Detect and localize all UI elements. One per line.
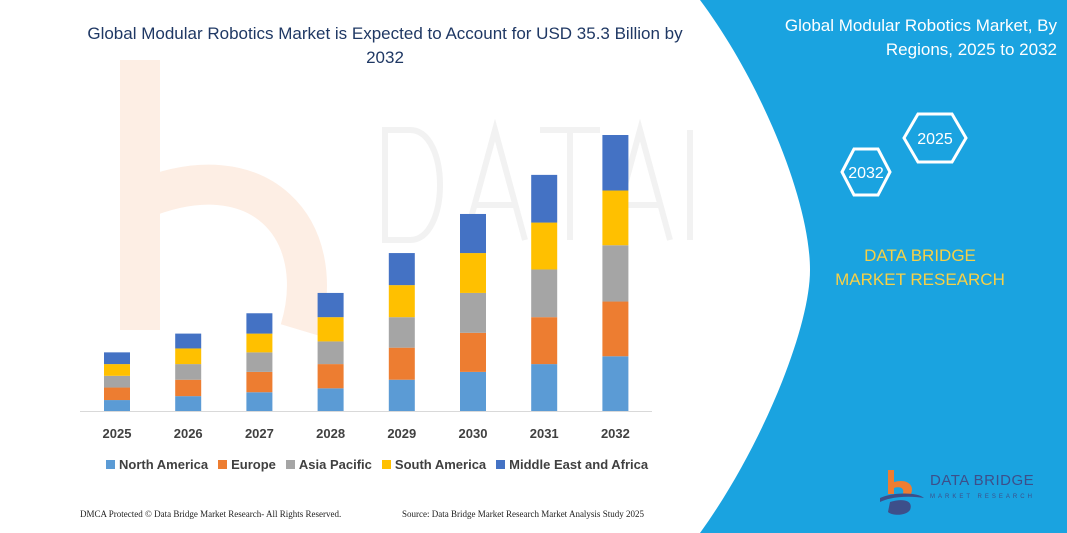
legend-swatch [381, 460, 391, 469]
bar-segment-2032-middle-east-and-africa [602, 135, 629, 191]
bar-segment-2032-europe [602, 301, 629, 357]
bar-segment-2030-europe [460, 332, 486, 372]
bar-segment-2032-asia-pacific [602, 245, 629, 302]
bar-segment-2028-south-america [317, 317, 344, 342]
legend-swatch [496, 460, 506, 469]
bar-segment-2032-south-america [602, 190, 629, 246]
legend-item: South America [381, 457, 487, 472]
bar-segment-2028-asia-pacific [317, 341, 344, 365]
bar-segment-2026-asia-pacific [175, 364, 202, 380]
x-tick-label: 2027 [245, 426, 274, 441]
bar-segment-2025-north-america [104, 400, 130, 411]
bar-segment-2029-north-america [388, 379, 415, 411]
legend-item: Europe [218, 457, 276, 472]
bar-segment-2031-asia-pacific [531, 269, 558, 318]
bar-segment-2026-middle-east-and-africa [175, 333, 202, 349]
footer-copyright: DMCA Protected © Data Bridge Market Rese… [80, 509, 342, 519]
x-tick-label: 2026 [174, 426, 203, 441]
hexagon-2032 [840, 147, 892, 197]
brand-text: DATA BRIDGE MARKET RESEARCH [835, 246, 1005, 289]
bar-segment-2029-south-america [388, 285, 415, 318]
x-tick-label: 2029 [387, 426, 416, 441]
bar-segment-2025-asia-pacific [104, 375, 130, 388]
bar-segment-2030-north-america [460, 371, 486, 411]
panel-background [700, 0, 1067, 533]
hexagon-2025 [902, 112, 968, 164]
bar-segment-2028-europe [317, 364, 344, 389]
legend-item: North America [106, 457, 208, 472]
bar-segment-2027-south-america [246, 333, 273, 353]
legend: North America Europe Asia Pacific South Ame… [106, 457, 648, 472]
bar-segment-2026-europe [175, 379, 202, 397]
legend-swatch [106, 460, 115, 469]
legend-label: Asia Pacific [298, 457, 372, 472]
bar-segment-2031-south-america [531, 222, 558, 270]
legend-swatch [218, 460, 228, 469]
bar-segment-2030-middle-east-and-africa [460, 213, 486, 254]
hex-label-2025: 2025 [917, 131, 953, 148]
legend-item: Asia Pacific [285, 457, 372, 472]
bar-segment-2030-asia-pacific [460, 292, 486, 333]
hex-label-2032: 2032 [848, 165, 884, 182]
bar-segment-2031-europe [531, 317, 558, 365]
bar-segment-2025-europe [104, 387, 130, 401]
bar-segment-2026-south-america [175, 348, 202, 365]
bar-segment-2027-asia-pacific [246, 352, 273, 372]
x-tick-label: 2028 [316, 426, 345, 441]
bar-segment-2028-north-america [317, 388, 344, 411]
x-tick-label: 2031 [530, 426, 559, 441]
bar-segment-2031-north-america [531, 364, 558, 411]
bar-segment-2032-north-america [602, 356, 629, 411]
data-bridge-logo-icon [880, 470, 924, 515]
footer-source: Source: Data Bridge Market Research Mark… [402, 509, 644, 519]
x-tick-labels: 2025 2026 2027 2028 2029 2030 2031 2032 [103, 426, 630, 441]
bar-segment-2025-middle-east-and-africa [104, 352, 130, 365]
x-tick-label: 2032 [601, 426, 630, 441]
legend-label: North America [119, 457, 209, 472]
bar-segment-2027-europe [246, 371, 273, 393]
bars [104, 135, 629, 411]
bar-segment-2026-north-america [175, 396, 202, 411]
bar-segment-2028-middle-east-and-africa [317, 292, 344, 318]
legend-label: Europe [231, 457, 276, 472]
bar-segment-2029-asia-pacific [388, 317, 415, 348]
bar-segment-2027-north-america [246, 392, 273, 411]
x-tick-label: 2030 [459, 426, 488, 441]
legend-swatch [285, 460, 295, 469]
bar-segment-2027-middle-east-and-africa [246, 313, 273, 334]
bar-segment-2029-europe [388, 347, 415, 380]
panel-title: Global Modular Robotics Market, By Regio… [784, 16, 1057, 59]
bar-segment-2025-south-america [104, 364, 130, 376]
logo-text: DATA BRIDGE [930, 472, 1035, 489]
chart-title: Global Modular Robotics Market is Expect… [87, 24, 683, 67]
logo-subtext: MARKET RESEARCH [930, 494, 1035, 500]
legend-label: Middle East and Africa [509, 457, 649, 472]
bar-segment-2030-south-america [460, 253, 486, 293]
bar-segment-2031-middle-east-and-africa [531, 174, 558, 223]
x-tick-label: 2025 [103, 426, 132, 441]
legend-item: Middle East and Africa [496, 457, 648, 472]
legend-label: South America [394, 457, 487, 472]
bar-segment-2029-middle-east-and-africa [388, 253, 415, 286]
